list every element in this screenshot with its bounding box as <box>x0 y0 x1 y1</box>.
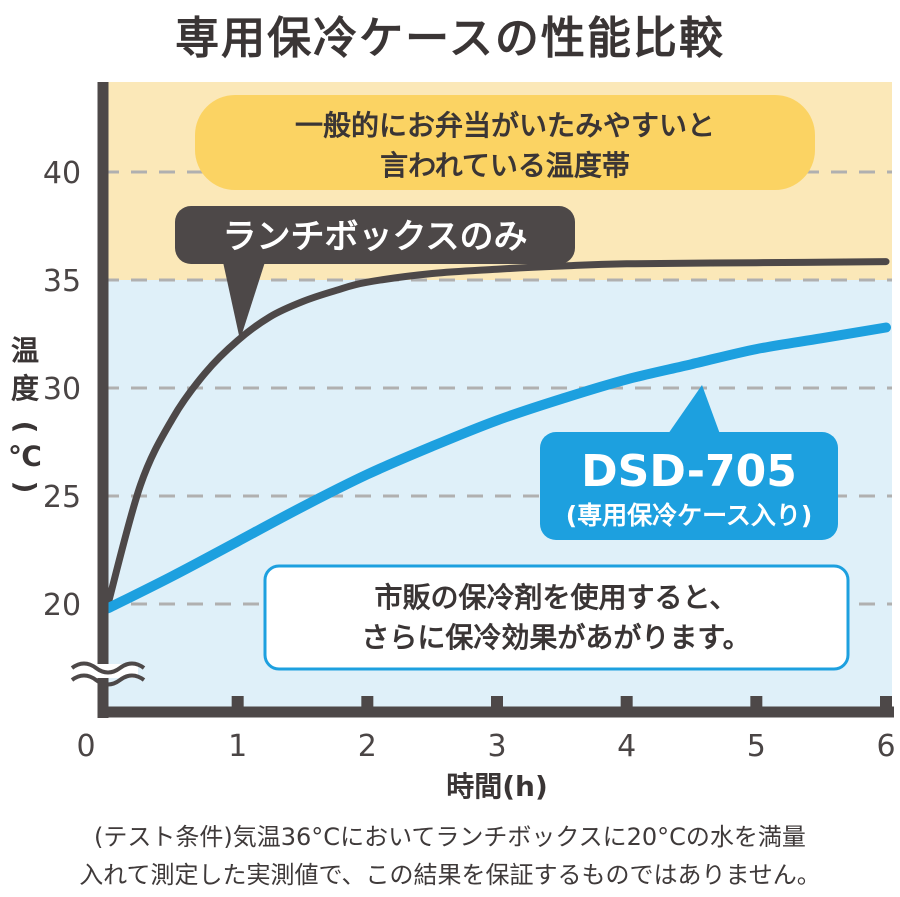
x-tick-label-6: 6 <box>876 729 895 764</box>
y-axis-label-char: 度 <box>11 372 39 405</box>
x-tick-mark-3 <box>491 696 503 712</box>
dsd705-sublabel: (専用保冷ケース入り) <box>566 501 813 530</box>
lunchbox-only-pointer <box>223 262 265 340</box>
y-axis-label-char: ( <box>9 421 42 434</box>
note-callout <box>263 564 850 671</box>
warm-zone-callout <box>195 95 815 190</box>
warm-zone-label-line-2: 言われている温度帯 <box>380 149 630 182</box>
x-tick-label-1: 1 <box>228 729 247 764</box>
footnote: (テスト条件)気温36°Cにおいてランチボックスに20°Cの水を満量 入れて測定… <box>0 818 900 894</box>
x-tick-label-5: 5 <box>747 729 766 764</box>
x-tick-mark-4 <box>620 696 633 712</box>
x-tick-mark-6 <box>880 696 892 712</box>
dsd705-line <box>103 322 891 614</box>
x-tick-mark-1 <box>231 696 244 712</box>
x-tick-label-3: 3 <box>487 729 506 764</box>
y-tick-label-40: 40 <box>43 156 81 191</box>
series-layer <box>103 258 891 614</box>
x-axis-label: 時間(h) <box>446 770 548 803</box>
x-tick-mark-5 <box>750 696 763 712</box>
y-axis-label-char: ) <box>9 481 42 494</box>
note-line-2: さらに保冷効果があがります。 <box>361 621 750 654</box>
lunchbox-only-callout <box>175 206 575 264</box>
x-tick-mark-2 <box>361 696 374 712</box>
axis-layer <box>68 82 894 718</box>
lunchbox-only-label: ランチボックスのみ <box>223 217 528 257</box>
y-axis-label-char: ℃ <box>8 440 42 473</box>
axis-break-mark-upper <box>70 661 146 675</box>
note-line-1: 市販の保冷剤を使用すると、 <box>375 581 738 614</box>
axis-break-mark-lower <box>70 673 146 687</box>
x-tick-label-0: 0 <box>76 729 95 764</box>
y-tick-label-25: 25 <box>43 480 81 515</box>
footnote-line-1: (テスト条件)気温36°Cにおいてランチボックスに20°Cの水を満量 <box>94 823 806 851</box>
dsd705-pointer <box>668 385 720 434</box>
x-tick-label-4: 4 <box>617 729 636 764</box>
y-axis-label-char: 温 <box>11 334 39 367</box>
warm-zone-label-line-1: 一般的にお弁当がいたみやすいと <box>295 109 715 142</box>
y-tick-label-30: 30 <box>43 372 81 407</box>
dsd705-callout <box>540 432 838 540</box>
dsd705-label: DSD-705 <box>581 446 797 497</box>
lunchbox-only-line <box>104 258 890 608</box>
x-tick-label-2: 2 <box>358 729 377 764</box>
label-layer: 20 25 30 35 40 0 1 2 3 4 5 6 時間(h) 温度 ( ℃) <box>8 156 896 803</box>
footnote-line-2: 入れて測定した実測値で、この結果を保証するものではありません。 <box>79 861 821 889</box>
y-tick-label-20: 20 <box>43 588 81 623</box>
y-tick-label-35: 35 <box>43 264 81 299</box>
chart-title: 専用保冷ケースの性能比較 <box>175 13 725 64</box>
